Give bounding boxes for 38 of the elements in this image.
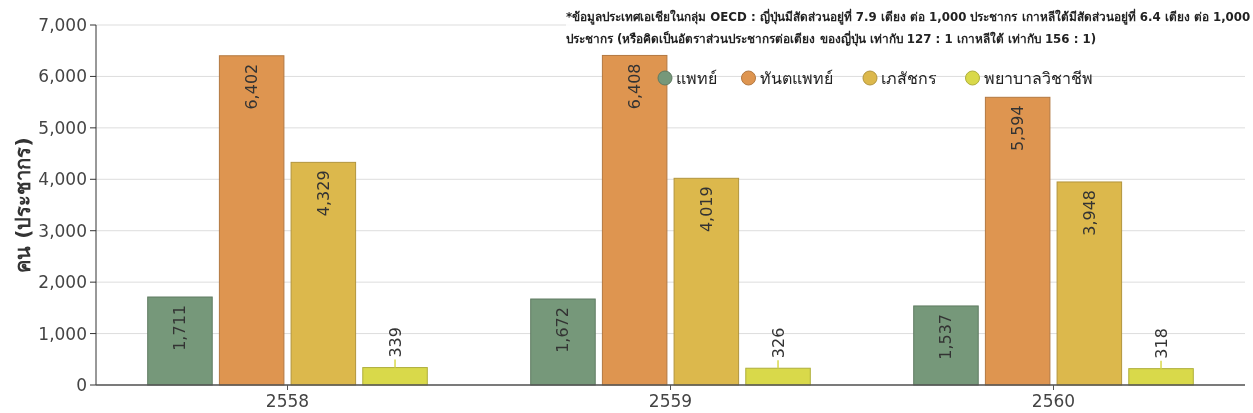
- y-tick-label: 4,000: [38, 169, 87, 190]
- y-tick-label: 3,000: [38, 220, 87, 241]
- bar: [601, 54, 668, 386]
- y-tick-label: 1,000: [38, 323, 87, 344]
- bar: [1056, 181, 1123, 386]
- data-label: 4,329: [313, 170, 333, 217]
- legend-label: เภสัชกร: [881, 68, 937, 88]
- x-tick-label: 2559: [648, 391, 693, 411]
- legend-label: แพทย์: [676, 68, 717, 88]
- bar: [530, 298, 596, 386]
- data-label: 6,402: [242, 63, 262, 110]
- bar: [673, 177, 740, 386]
- y-tick-label: 0: [76, 375, 87, 395]
- data-label: 5,594: [1008, 105, 1028, 152]
- y-tick-label: 2,000: [38, 272, 87, 293]
- data-label: 318: [1151, 328, 1171, 359]
- data-label: 1,711: [170, 305, 190, 351]
- data-label: 1,537: [936, 313, 956, 360]
- data-label: 339: [385, 327, 405, 358]
- x-tick-label: 2558: [265, 391, 310, 411]
- legend-label: ทันตแพทย์: [759, 68, 833, 88]
- bar: [147, 296, 213, 386]
- data-label: 6,408: [625, 63, 645, 110]
- data-label: 1,672: [553, 307, 573, 353]
- x-tick-label: 2560: [1031, 391, 1076, 411]
- annotation: *ข้อมูลประเทศเอเชียในกลุ่ม OECD : ญี่ปุ่นมีสัดส่วนอยู่ที่ 7.9 เตียง ต่อ 1,000 ประชากร เกาหลีใต้มีสัดส่วนอยู่ที่ 6.4 เตียง ต่อ 1,000 ประชากร (หรือคิดเป็นอัตราส่วนประชากรต่อเตียง ของญี่ปุ่น เท่ากับ 127 : 1 เกาหลีใต้ เท่ากับ 156 : 1): [566, 6, 1253, 50]
- y-axis-title: คน (ประชากร): [11, 137, 35, 273]
- data-label: 4,019: [696, 186, 716, 233]
- bar: [984, 96, 1051, 386]
- data-label: 3,948: [1079, 189, 1099, 236]
- legend-label: พยาบาลวิชาชีพ: [983, 68, 1093, 88]
- data-label: 326: [768, 327, 788, 359]
- y-tick-label: 7,000: [38, 15, 87, 35]
- y-tick-label: 5,000: [38, 117, 87, 138]
- bar: [913, 305, 979, 386]
- y-tick-label: 6,000: [38, 66, 87, 87]
- bar: [218, 55, 285, 386]
- bar: [290, 161, 357, 386]
